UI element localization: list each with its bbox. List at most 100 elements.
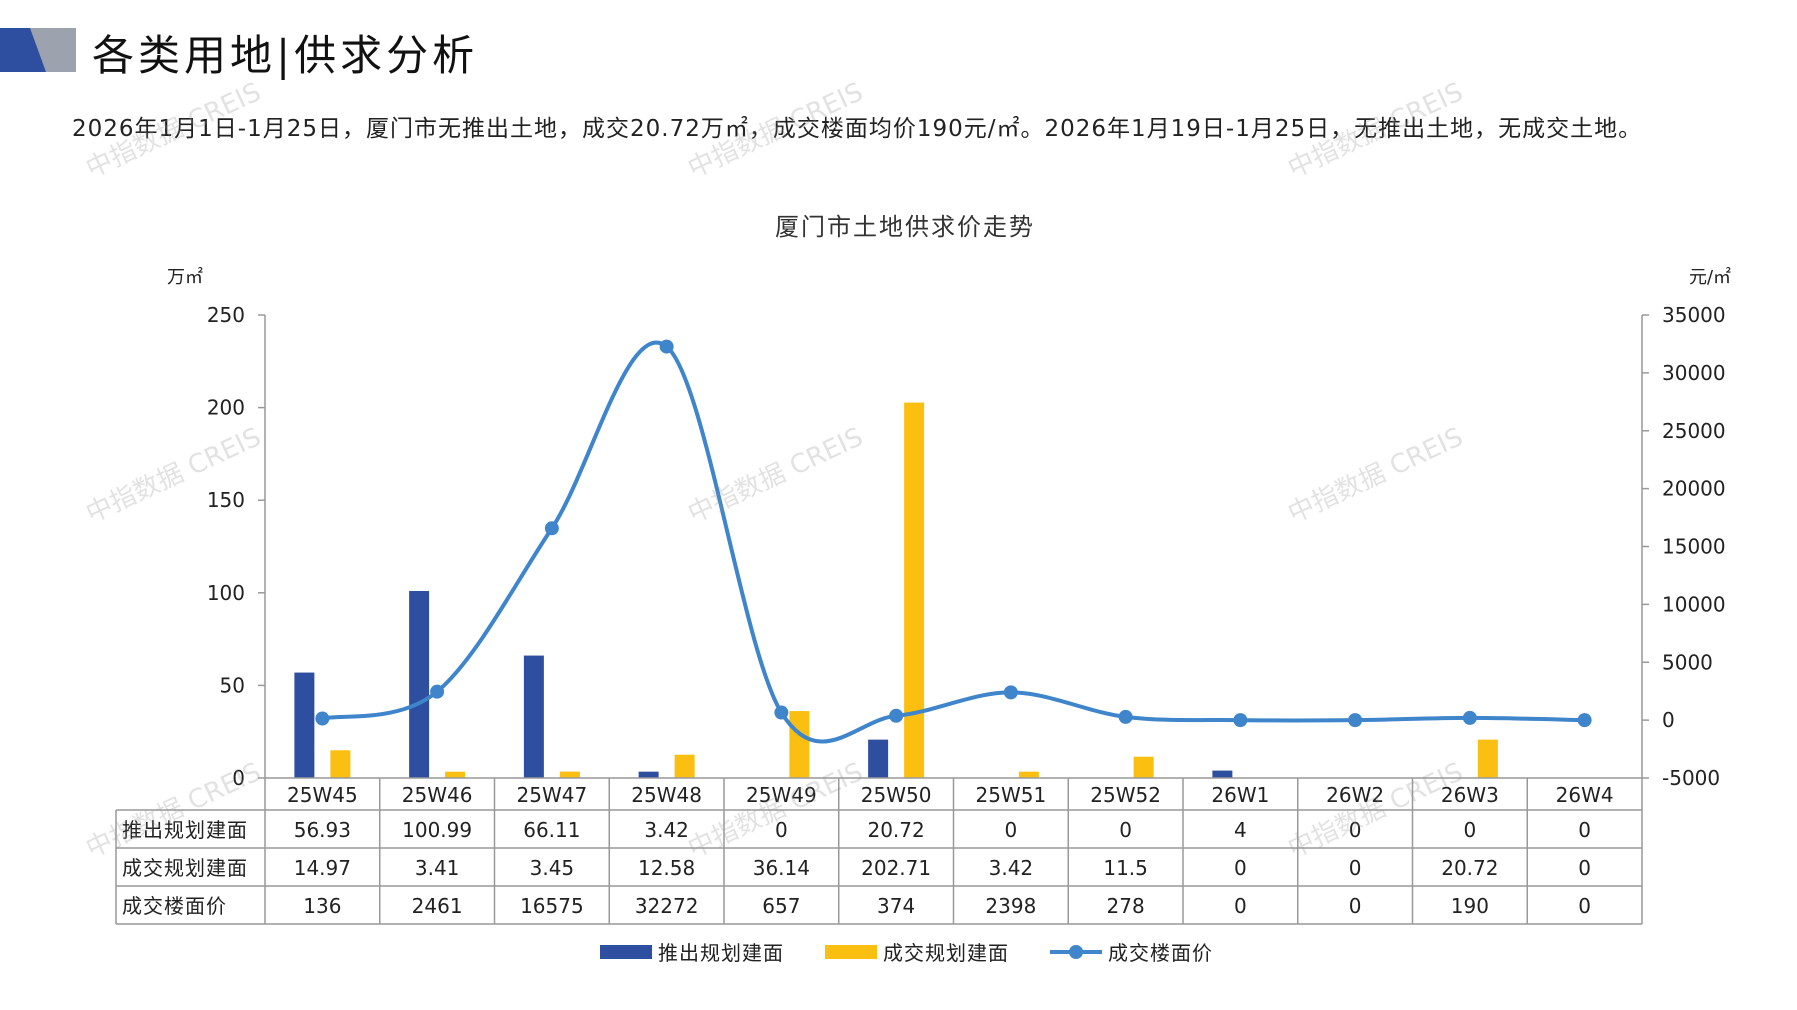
logo-mark <box>0 28 76 72</box>
point-price <box>1577 713 1592 728</box>
table-row-label: 成交楼面价 <box>122 894 227 918</box>
point-price <box>315 711 330 726</box>
left-tick-label: 150 <box>207 488 245 512</box>
line-price <box>321 340 1585 744</box>
bar-deal <box>904 402 925 778</box>
bar-supply <box>638 771 659 778</box>
data-label: 16575 <box>520 894 584 918</box>
data-label: 36.14 <box>753 856 810 880</box>
right-tick-label: 10000 <box>1662 592 1726 616</box>
data-label: 190 <box>1451 894 1489 918</box>
bar-supply <box>868 739 889 778</box>
legend-label: 成交规划建面 <box>883 941 1009 965</box>
data-label: 0 <box>1349 894 1362 918</box>
bar-supply <box>1212 770 1233 778</box>
data-label: 3.45 <box>530 856 575 880</box>
category-label: 25W49 <box>746 783 817 807</box>
data-label: 20.72 <box>867 818 924 842</box>
point-price <box>544 521 559 536</box>
category-label: 25W46 <box>402 783 473 807</box>
data-label: 136 <box>303 894 341 918</box>
category-label: 25W51 <box>976 783 1047 807</box>
chart-title: 厦门市土地供求价走势 <box>775 213 1035 241</box>
data-label: 14.97 <box>294 856 351 880</box>
legend-label: 推出规划建面 <box>658 941 784 965</box>
right-tick-label: -5000 <box>1662 766 1720 790</box>
point-price <box>430 684 445 699</box>
category-label: 25W48 <box>631 783 702 807</box>
bar-deal <box>1133 756 1154 778</box>
data-label: 0 <box>1464 818 1477 842</box>
category-label: 25W47 <box>517 783 588 807</box>
data-label: 0 <box>1005 818 1018 842</box>
data-label: 202.71 <box>861 856 931 880</box>
data-label: 374 <box>877 894 915 918</box>
point-price <box>1348 713 1363 728</box>
point-price <box>1003 685 1018 700</box>
point-price <box>889 708 904 723</box>
data-label: 278 <box>1107 894 1145 918</box>
right-tick-label: 15000 <box>1662 535 1726 559</box>
page-header: 各类用地|供求分析 <box>0 0 1797 100</box>
legend-swatch <box>600 945 652 959</box>
category-label: 26W3 <box>1441 783 1499 807</box>
data-label: 56.93 <box>294 818 351 842</box>
right-tick-label: 35000 <box>1662 303 1726 327</box>
table-row-label: 推出规划建面 <box>122 818 248 842</box>
bar-supply <box>523 655 544 778</box>
point-price <box>1118 709 1133 724</box>
left-tick-label: 250 <box>207 303 245 327</box>
left-tick-label: 200 <box>207 396 245 420</box>
left-tick-label: 50 <box>220 673 245 697</box>
right-tick-label: 5000 <box>1662 650 1713 674</box>
data-label: 0 <box>1119 818 1132 842</box>
data-label: 0 <box>1234 856 1247 880</box>
right-tick-label: 25000 <box>1662 419 1726 443</box>
left-tick-label: 0 <box>232 766 245 790</box>
bar-deal <box>445 771 466 778</box>
category-label: 25W45 <box>287 783 358 807</box>
data-label: 3.42 <box>644 818 689 842</box>
point-price <box>774 705 789 720</box>
legend-label: 成交楼面价 <box>1108 941 1213 965</box>
right-tick-label: 0 <box>1662 708 1675 732</box>
data-label: 4 <box>1234 818 1247 842</box>
bar-deal <box>1477 739 1498 778</box>
category-label: 26W2 <box>1326 783 1384 807</box>
data-label: 20.72 <box>1441 856 1498 880</box>
data-label: 100.99 <box>402 818 472 842</box>
data-label: 0 <box>1349 818 1362 842</box>
category-label: 25W52 <box>1090 783 1161 807</box>
bar-supply <box>409 590 430 778</box>
right-tick-label: 30000 <box>1662 361 1726 385</box>
data-label: 12.58 <box>638 856 695 880</box>
data-label: 32272 <box>635 894 699 918</box>
bar-deal <box>674 754 695 778</box>
data-label: 2398 <box>985 894 1036 918</box>
bar-deal <box>330 750 351 778</box>
point-price <box>1233 713 1248 728</box>
summary-text: 2026年1月1日-1月25日，厦门市无推出土地，成交20.72万㎡，成交楼面均… <box>72 116 1643 142</box>
right-tick-label: 20000 <box>1662 477 1726 501</box>
data-label: 657 <box>762 894 800 918</box>
bar-deal <box>559 771 580 778</box>
data-label: 0 <box>1578 856 1591 880</box>
data-label: 0 <box>1578 818 1591 842</box>
right-axis-unit: 元/㎡ <box>1689 266 1731 288</box>
bar-deal <box>789 711 810 778</box>
data-label: 0 <box>775 818 788 842</box>
category-label: 26W1 <box>1211 783 1269 807</box>
category-label: 26W4 <box>1556 783 1614 807</box>
table-row-label: 成交规划建面 <box>122 856 248 880</box>
data-label: 11.5 <box>1103 856 1148 880</box>
data-label: 0 <box>1234 894 1247 918</box>
data-label: 0 <box>1349 856 1362 880</box>
bar-supply <box>294 672 315 778</box>
page-title: 各类用地|供求分析 <box>92 31 479 80</box>
data-label: 3.41 <box>415 856 460 880</box>
left-axis-unit: 万㎡ <box>167 266 203 288</box>
bar-deal <box>1018 771 1039 778</box>
point-price <box>659 339 674 354</box>
data-label: 2461 <box>412 894 463 918</box>
